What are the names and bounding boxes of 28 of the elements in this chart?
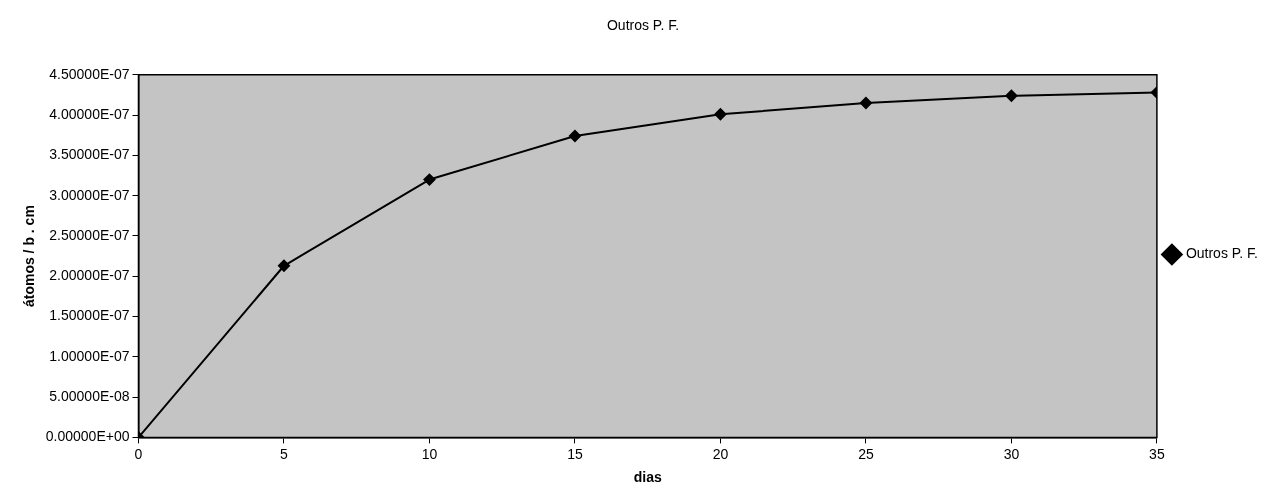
point	[568, 130, 581, 143]
point	[423, 173, 436, 186]
y-tick-label: 4.00000E-07	[49, 105, 130, 122]
point	[277, 259, 290, 272]
y-tick-label: 1.50000E-07	[49, 307, 130, 324]
x-tick-label: 10	[421, 445, 438, 462]
x-tick-label: 0	[134, 445, 143, 462]
point	[1005, 89, 1018, 102]
point	[859, 97, 872, 109]
y-tick-label: 3.50000E-07	[49, 146, 130, 163]
x-axis-title: dias	[633, 469, 662, 486]
y-tick-label: 5.00000E-08	[49, 387, 130, 404]
y-tick-label: 0.00000E+00	[45, 428, 130, 445]
y-tick-label: 2.00000E-07	[49, 267, 130, 284]
x-tick-label: 15	[567, 445, 583, 462]
x-tick-label: 5	[280, 445, 289, 462]
x-tick-label: 35	[1149, 445, 1165, 462]
x-tick-label: 20	[712, 445, 729, 462]
y-axis-title: átomos / b . cm	[21, 205, 38, 308]
x-tick-label: 25	[858, 445, 874, 462]
chart-title: Outros P. F.	[606, 17, 680, 34]
x-tick-label: 30	[1003, 445, 1020, 462]
y-tick-label: 1.00000E-07	[49, 347, 130, 364]
point	[714, 108, 727, 121]
y-tick-label: 4.50000E-07	[49, 65, 130, 82]
y-tick-label: 2.50000E-07	[49, 226, 130, 243]
legend-label: Outros P. F.	[1185, 245, 1258, 262]
y-tick-label: 3.00000E-07	[49, 186, 130, 203]
